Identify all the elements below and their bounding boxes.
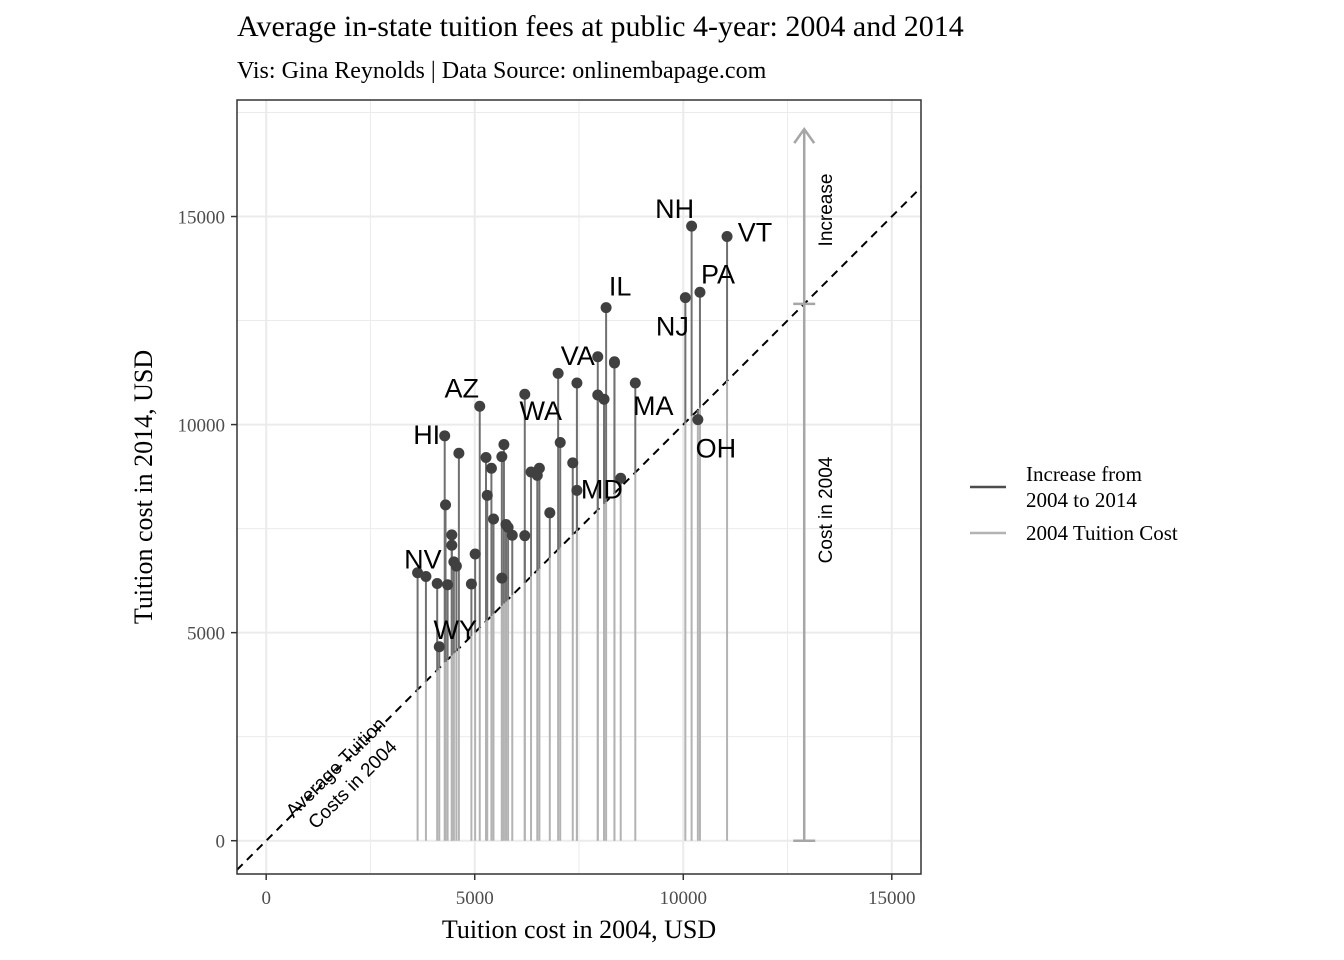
state-label: WA	[520, 396, 563, 426]
data-point	[533, 462, 545, 474]
data-point	[412, 567, 424, 579]
data-point	[420, 570, 432, 582]
state-label: PA	[701, 259, 735, 289]
data-point	[571, 484, 583, 496]
data-point	[552, 367, 564, 379]
data-point	[506, 529, 518, 541]
state-label: VT	[738, 217, 773, 247]
data-point	[433, 641, 445, 653]
chart-subtitle: Vis: Gina Reynolds | Data Source: online…	[237, 58, 767, 84]
x-tick-label: 5000	[456, 888, 494, 909]
state-label: VA	[561, 341, 595, 371]
data-point	[496, 451, 508, 463]
data-point	[480, 451, 492, 463]
data-point	[592, 351, 604, 363]
data-point	[481, 489, 493, 501]
data-point	[440, 499, 452, 511]
data-point	[465, 578, 477, 590]
state-label: IL	[609, 272, 632, 302]
state-label: AZ	[444, 373, 479, 403]
x-axis-label: Tuition cost in 2004, USD	[442, 915, 716, 944]
data-point	[446, 539, 458, 551]
increase-arrow-head	[793, 126, 816, 144]
data-point	[567, 457, 579, 469]
data-point	[571, 377, 583, 389]
data-point	[439, 430, 451, 442]
data-point	[608, 357, 620, 369]
data-point	[519, 388, 531, 400]
data-point	[498, 439, 510, 451]
state-label: MA	[633, 391, 674, 421]
data-point	[679, 292, 691, 304]
y-tick-label: 10000	[178, 416, 226, 437]
data-point	[453, 447, 465, 459]
y-tick-label: 15000	[178, 208, 226, 229]
data-point	[598, 393, 610, 405]
reference-line	[237, 186, 921, 871]
state-label: WY	[434, 615, 478, 645]
increase-label: Increase	[816, 174, 837, 247]
data-point	[694, 286, 706, 298]
data-point	[474, 400, 486, 412]
y-tick-label: 0	[216, 832, 226, 853]
state-label: NJ	[656, 312, 689, 342]
data-point	[496, 572, 508, 584]
state-label: MD	[581, 474, 623, 504]
data-point	[485, 462, 497, 474]
data-point	[629, 377, 641, 389]
data-point	[600, 302, 612, 314]
data-point	[431, 578, 443, 590]
data-point	[442, 579, 454, 591]
cost-2004-label: Cost in 2004	[816, 456, 837, 563]
data-point	[469, 548, 481, 560]
x-tick-label: 0	[261, 888, 271, 909]
state-label: HI	[413, 420, 440, 450]
data-point	[692, 414, 704, 426]
data-point	[544, 507, 556, 519]
y-axis-label: Tuition cost in 2014, USD	[129, 350, 158, 624]
data-point	[446, 529, 458, 541]
state-label: NH	[655, 194, 694, 224]
chart-title: Average in-state tuition fees at public …	[237, 10, 964, 43]
state-label: OH	[696, 434, 737, 464]
data-point	[519, 530, 531, 542]
data-point	[721, 230, 733, 242]
data-point	[488, 513, 499, 525]
data-point	[686, 220, 698, 232]
state-label: NV	[404, 544, 442, 574]
legend-label: 2004 to 2014	[1026, 488, 1137, 512]
x-tick-label: 15000	[868, 888, 916, 909]
data-point	[450, 560, 462, 572]
legend-label: Increase from	[1026, 462, 1142, 486]
plot-border	[236, 99, 922, 875]
data-point	[615, 472, 627, 484]
data-point	[554, 436, 566, 448]
x-tick-label: 10000	[660, 888, 708, 909]
legend-label: 2004 Tuition Cost	[1026, 521, 1178, 545]
y-tick-label: 5000	[187, 624, 225, 645]
